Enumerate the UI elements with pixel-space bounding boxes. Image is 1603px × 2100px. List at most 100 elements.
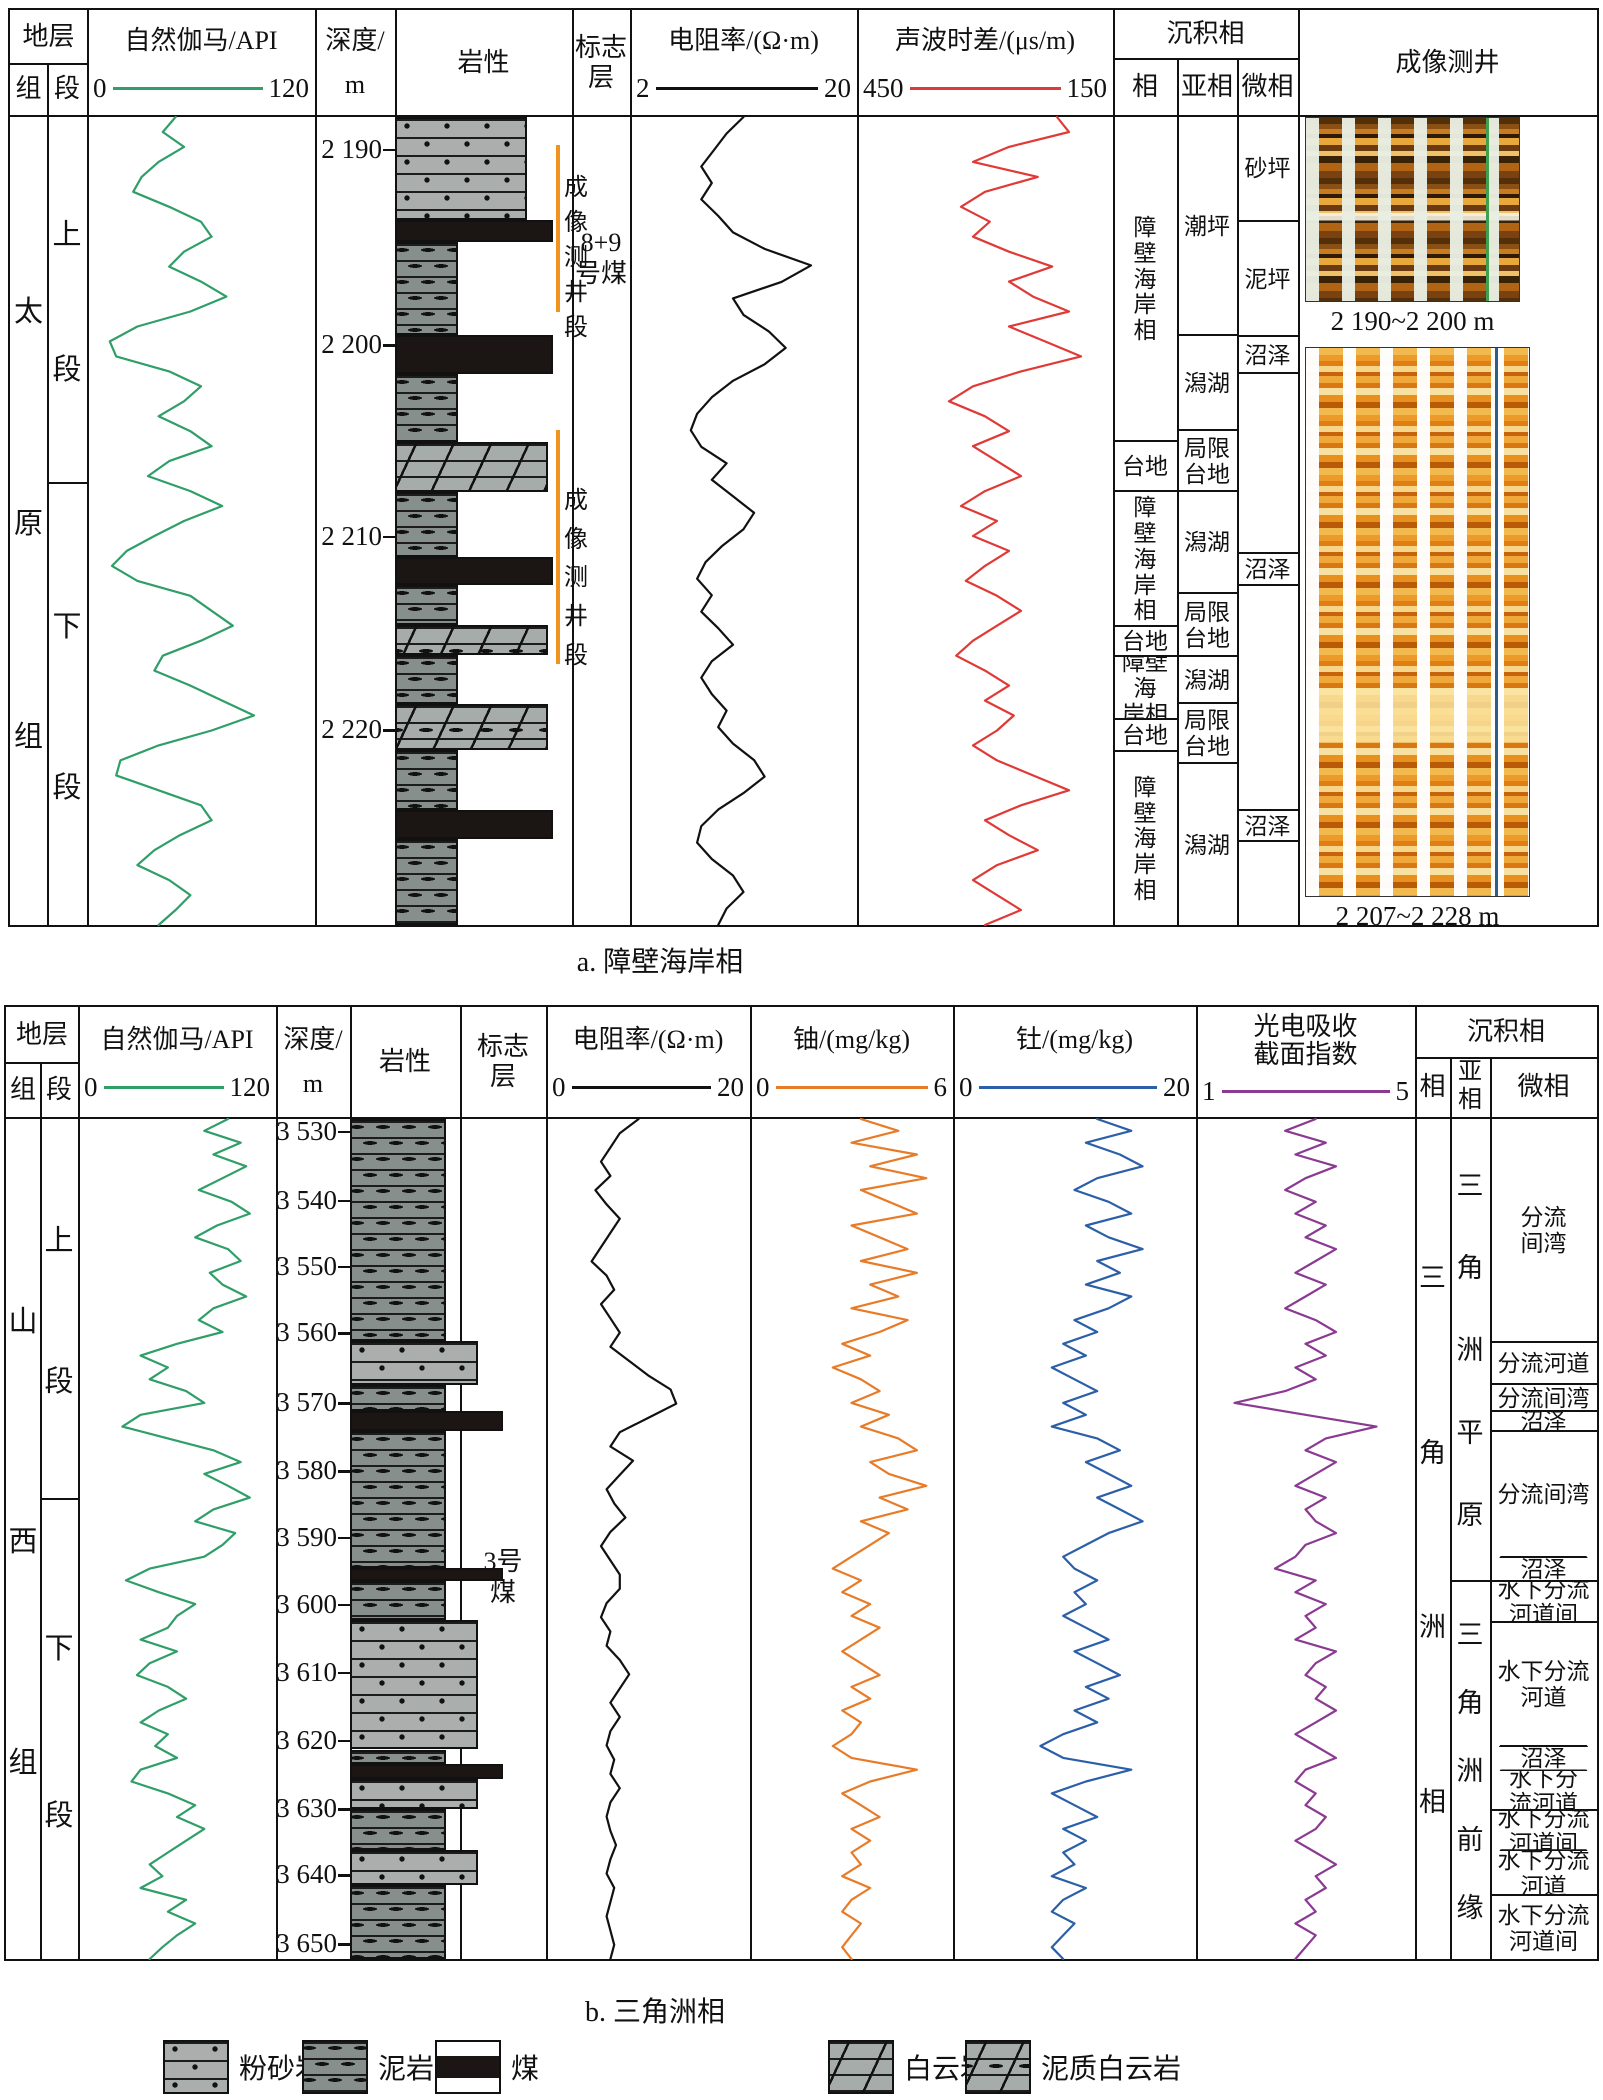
facies-cell: 沼泽 [1237,808,1298,843]
imaging-interval-char: 像 [564,526,588,553]
member-char: 段 [44,1800,74,1833]
member-char: 段 [52,354,82,387]
gamma-title: 自然伽马/API [100,1025,254,1055]
facies-label: 相 [1133,318,1157,344]
facies-cell: 障壁海岸相 [1113,117,1177,442]
depth-tick [338,1265,350,1269]
member-cell: 下段 [47,481,87,925]
depth-label: 2 190 [321,133,382,164]
depth-label: 3 580 [276,1455,337,1486]
sonic-min: 450 [863,72,904,103]
uranium-scale: 0 6 [750,1065,953,1109]
formation-char: 组 [13,720,43,753]
imaging-interval-char: 段 [564,642,588,669]
facies-label: 三 [1456,1619,1484,1650]
lith-layer-mudstone [395,241,458,335]
microfacies-column: 砂坪 泥坪 沼泽 沼泽 沼泽 [1237,117,1298,925]
facies-label: 水下分流 [1497,1849,1590,1873]
facies-label: 河道间 [1509,1602,1578,1623]
divider [47,63,49,925]
facies-label: 沼泽 [1520,1746,1567,1772]
depth-title: 深度/ [283,1025,343,1055]
duan-header: 段 [53,74,80,104]
divider [40,1062,42,1959]
imaging-interval-char: 测 [564,565,588,592]
lithology-column [350,1119,503,1959]
strata-header: 地层 [22,21,75,51]
pe-title-line1: 光电吸收 [1253,1012,1358,1042]
depth-label: 2 210 [321,520,382,551]
facies-label: 潟湖 [1184,370,1230,396]
lith-layer-argdolomite [395,704,548,750]
zu-header: 组 [9,1074,36,1104]
lith-layer-mudstone [395,584,458,625]
facies-label: 台地 [1122,454,1168,480]
facies-cell: 台地 [1113,718,1177,752]
formation-char: 山 [8,1305,38,1338]
facies-label: 岸 [1133,572,1157,598]
gamma-curve [78,1117,276,1961]
marker-title: 标志 层 [476,1032,529,1091]
facies-cell: 分流间湾 [1490,1119,1597,1343]
facies-label: 相 [1419,1786,1446,1817]
facies-label: 缘 [1456,1892,1484,1923]
lith-layer-mudstone [350,1119,446,1342]
formation-char: 太 [13,295,43,328]
facies-cell: 潟湖 [1177,761,1237,927]
facies-label: 相 [1133,877,1157,903]
member-column: 上段下段 [40,1119,78,1959]
depth-tick [383,148,395,152]
facies-cell: 沼泽 [1237,335,1298,374]
facies-column: 三角洲相 [1415,1119,1450,1959]
legend-swatch-siltstone [163,2040,229,2094]
lith-layer-coal [395,334,553,374]
facies-label: 障 [1133,495,1157,521]
facies-cell: 水下分流河道 [1490,1620,1597,1747]
facies-label: 洲 [1456,1756,1484,1787]
facies-label: 海 [1133,826,1157,852]
depth-tick [338,1402,350,1405]
resistivity-max: 20 [824,72,851,103]
facies-col-header: 相 [1131,71,1158,101]
imaging-interval-char: 段 [564,315,588,342]
panel-b-delta: 地层 组 段 自然伽马/API 0 120 深度/ m 岩性 标志 层 电阻率/… [4,1005,1599,1961]
facies-label: 沼泽 [1244,342,1291,368]
facies-label: 台地 [1122,723,1168,749]
depth-label: 3 600 [276,1588,337,1619]
divider [87,10,89,925]
facies-label: 局限 [1184,435,1230,461]
formation-char: 西 [8,1526,38,1558]
lith-layer-mudstone [395,491,458,558]
facies-cell: 沼泽 [1490,1556,1597,1582]
uranium-min: 0 [756,1071,770,1102]
divider [10,63,87,65]
facies-label: 河道间 [1509,1831,1578,1852]
facies-cell: 沼泽 [1490,1745,1597,1772]
depth-unit: m [344,70,366,100]
depth-unit: m [302,1069,324,1099]
depth-tick [338,1332,350,1335]
lith-layer-coal [350,1764,503,1780]
facies-label: 障壁海 [1122,655,1168,701]
facies-label: 台地 [1184,625,1230,651]
member-char: 下 [44,1633,74,1666]
log-curve [121,1117,251,1961]
facies-label: 分流间湾 [1497,1385,1590,1411]
thorium-title: 钍/(mg/kg) [1016,1025,1133,1055]
facies-label: 沼泽 [1244,813,1291,839]
lith-layer-mudstone [395,839,458,925]
pe-title-line2: 截面指数 [1253,1040,1358,1070]
log-curve [108,115,256,927]
divider [1196,1007,1198,1959]
sonic-scale: 450 150 [857,66,1113,110]
facies-label: 岸 [1133,292,1157,318]
facies-cell: 水下分流 河道间 [1490,1809,1597,1851]
marker-bed-label: 3号煤 [460,1546,546,1608]
log-curve [689,115,813,927]
sonic-title: 声波时差/(μs/m) [894,26,1076,56]
facies-title: 沉积相 [1466,1017,1545,1047]
sonic-max: 150 [1066,72,1108,103]
depth-label: 3 560 [276,1317,337,1348]
member-cell: 下段 [40,1498,78,1959]
